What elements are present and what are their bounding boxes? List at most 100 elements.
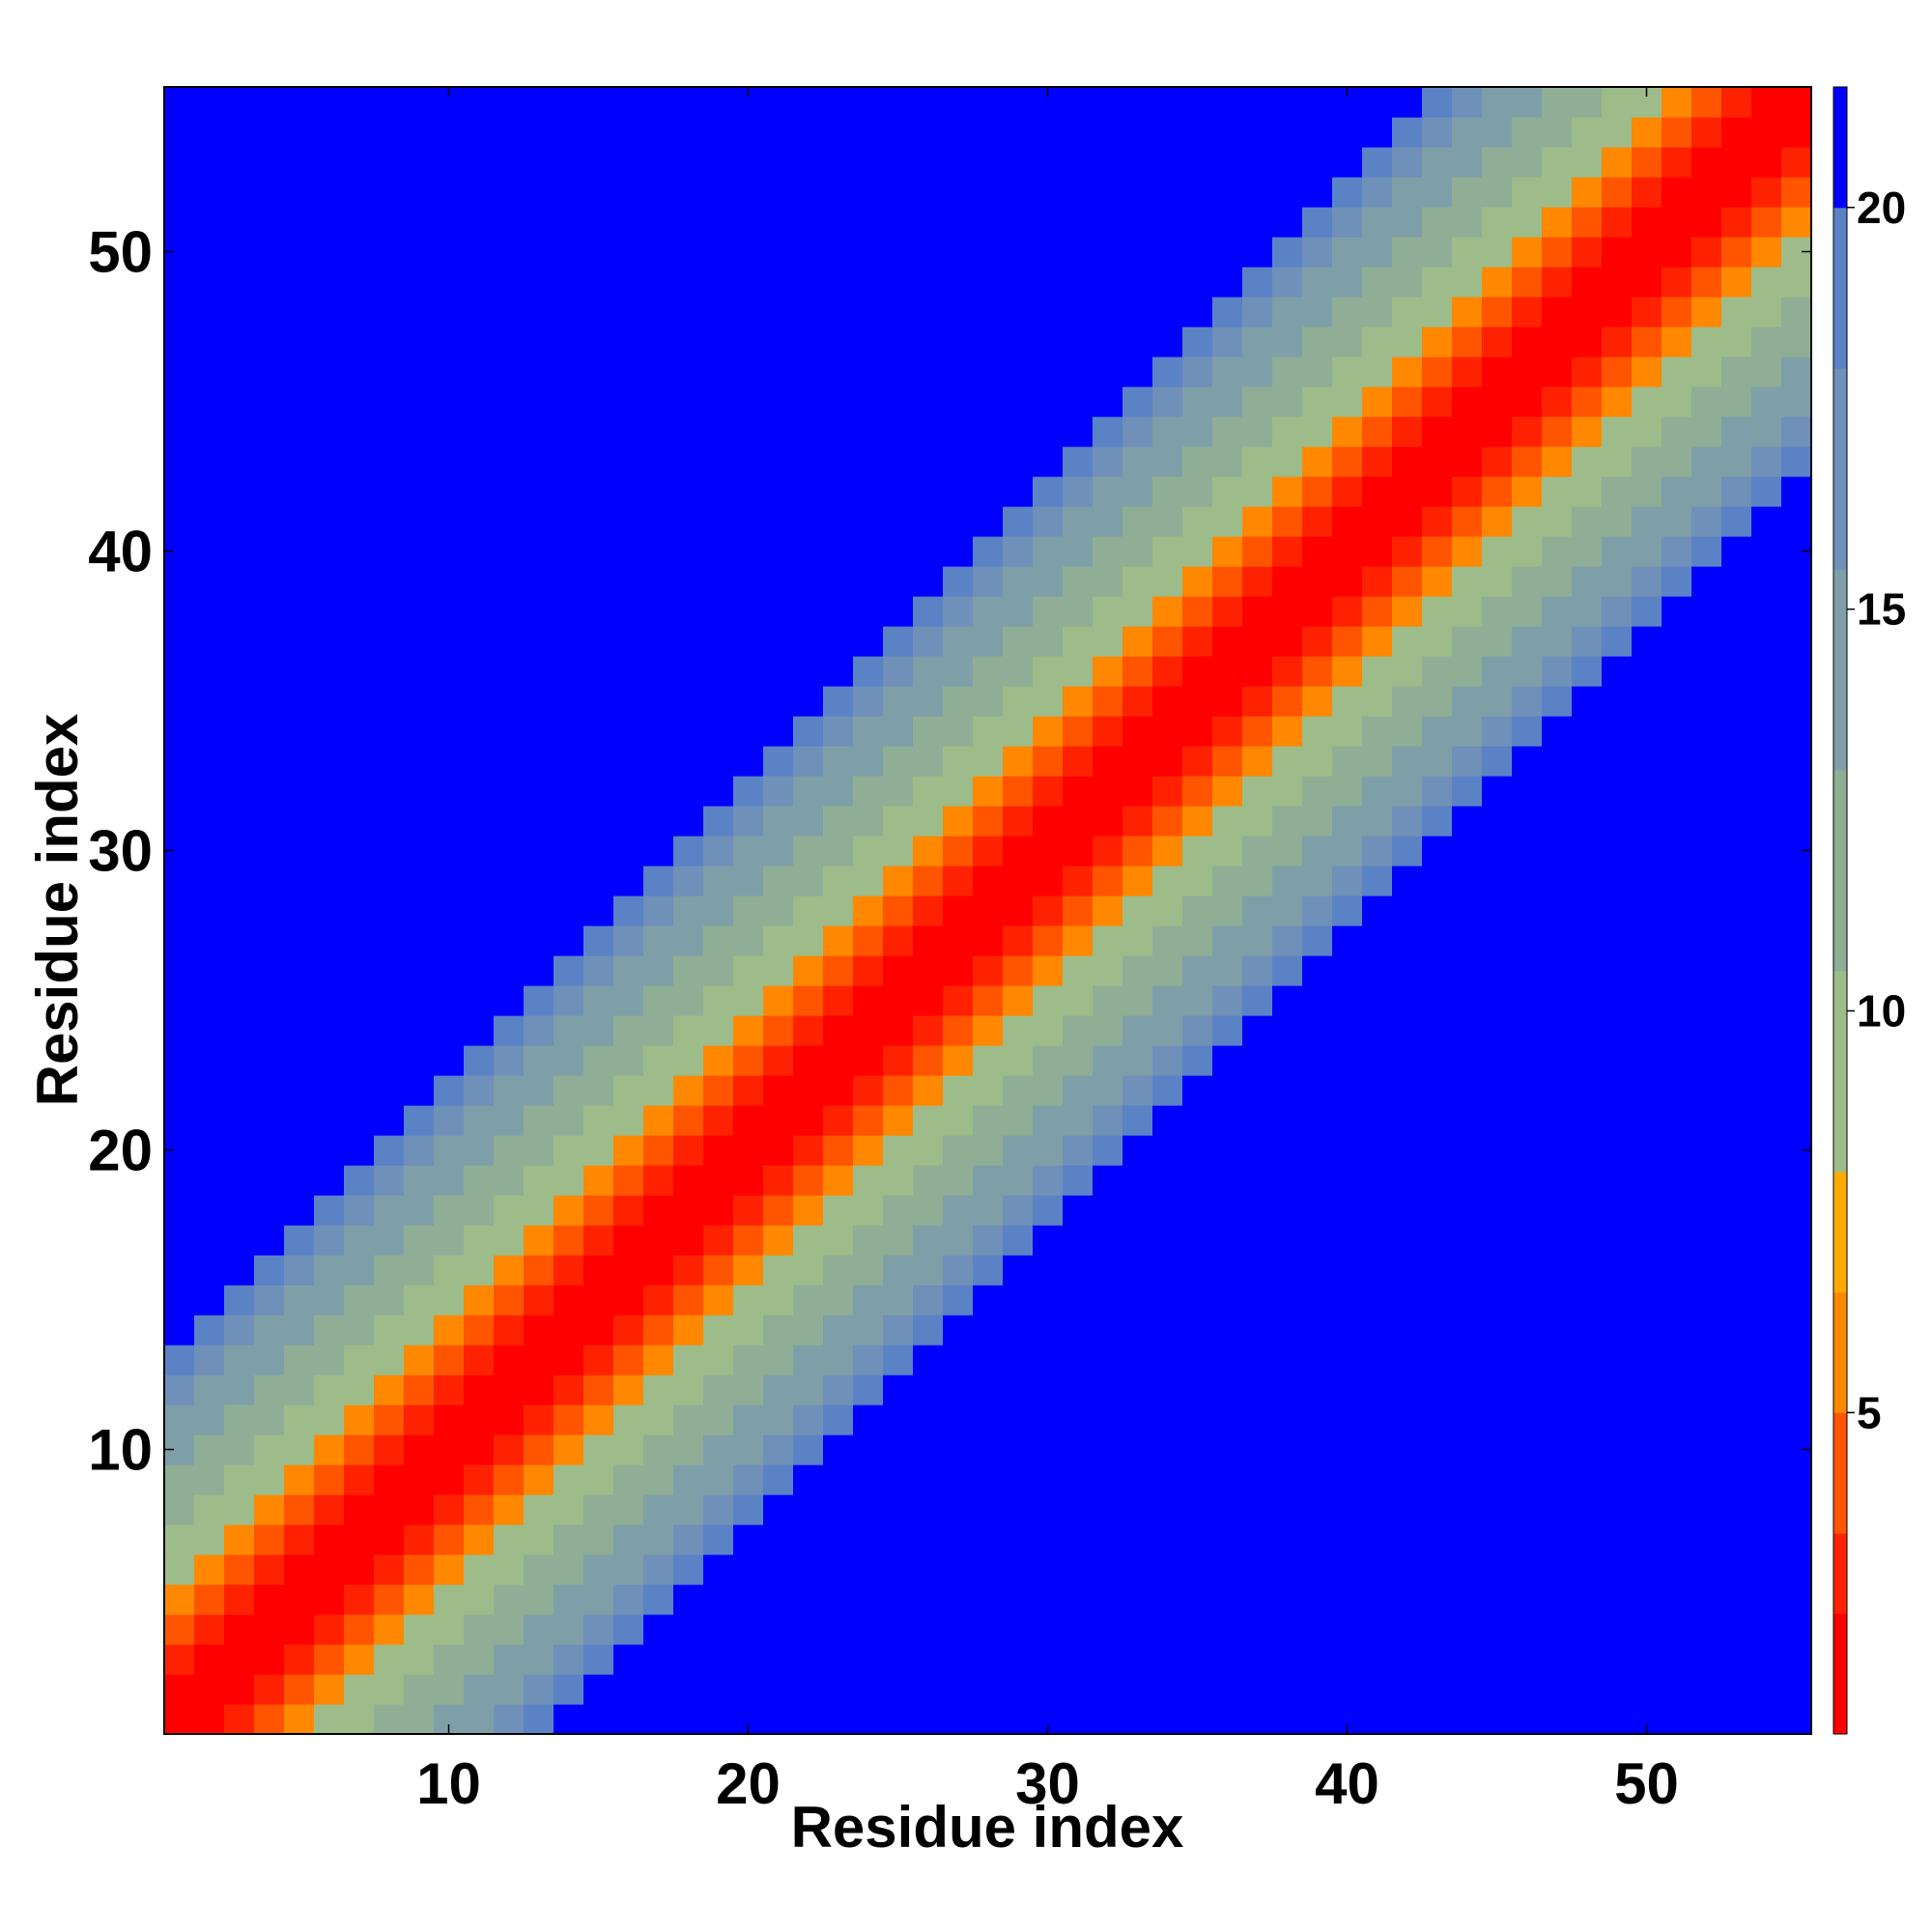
heatmap-cell — [853, 1255, 884, 1286]
heatmap-cell — [164, 925, 195, 956]
heatmap-cell — [1781, 1584, 1812, 1615]
heatmap-cell — [164, 1405, 195, 1435]
heatmap-cell — [763, 1584, 794, 1615]
heatmap-cell — [1662, 327, 1692, 357]
heatmap-cell — [1362, 1614, 1393, 1645]
heatmap-cell — [583, 656, 614, 687]
heatmap-cell — [1212, 1285, 1243, 1316]
heatmap-cell — [703, 1105, 734, 1136]
heatmap-cell — [374, 327, 405, 357]
heatmap-cell — [1781, 177, 1812, 208]
heatmap-cell — [494, 446, 525, 477]
heatmap-cell — [1182, 836, 1213, 867]
heatmap-cell — [464, 925, 495, 956]
heatmap-cell — [1272, 1494, 1303, 1525]
heatmap-cell — [1721, 87, 1752, 118]
heatmap-cell — [1392, 1375, 1423, 1406]
heatmap-cell — [853, 1435, 884, 1465]
heatmap-cell — [1362, 1015, 1393, 1046]
heatmap-cell — [1691, 1045, 1722, 1076]
heatmap-cell — [1362, 446, 1393, 477]
heatmap-cell — [1662, 1554, 1692, 1585]
heatmap-cell — [464, 327, 495, 357]
heatmap-cell — [1182, 147, 1213, 178]
x-tick-label: 10 — [416, 1751, 481, 1816]
heatmap-cell — [1662, 836, 1692, 867]
heatmap-cell — [583, 1704, 614, 1735]
heatmap-cell — [1332, 207, 1363, 238]
heatmap-cell — [1212, 536, 1243, 567]
heatmap-cell — [583, 1494, 614, 1525]
heatmap-cell — [1392, 267, 1423, 298]
heatmap-cell — [1152, 656, 1183, 687]
heatmap-cell — [823, 506, 854, 537]
heatmap-cell — [494, 147, 525, 178]
heatmap-cell — [1572, 536, 1603, 567]
heatmap-cell — [1691, 446, 1722, 477]
heatmap-cell — [883, 596, 914, 627]
heatmap-cell — [703, 1375, 734, 1406]
heatmap-cell — [374, 386, 405, 417]
heatmap-cell — [1721, 1255, 1752, 1286]
heatmap-cell — [763, 985, 794, 1016]
heatmap-cell — [344, 1195, 375, 1226]
heatmap-cell — [1632, 1405, 1662, 1435]
heatmap-cell — [973, 566, 1004, 597]
heatmap-cell — [733, 327, 764, 357]
heatmap-cell — [284, 1614, 315, 1645]
heatmap-cell — [1542, 596, 1573, 627]
heatmap-cell — [1632, 746, 1662, 777]
heatmap-cell — [464, 746, 495, 777]
heatmap-cell — [194, 1405, 225, 1435]
heatmap-cell — [1751, 1524, 1782, 1555]
heatmap-cell — [1302, 1704, 1333, 1735]
heatmap-cell — [1512, 1435, 1543, 1465]
heatmap-cell — [613, 87, 644, 118]
heatmap-cell — [374, 596, 405, 627]
heatmap-cell — [1662, 1614, 1692, 1645]
heatmap-cell — [1482, 776, 1513, 807]
heatmap-cell — [643, 1644, 674, 1675]
heatmap-cell — [703, 237, 734, 268]
heatmap-cell — [1093, 207, 1123, 238]
heatmap-cell — [284, 1464, 315, 1495]
heatmap-cell — [374, 566, 405, 597]
heatmap-cell — [1302, 836, 1333, 867]
heatmap-cell — [1272, 866, 1303, 896]
heatmap-cell — [1093, 836, 1123, 867]
heatmap-cell — [404, 1105, 435, 1136]
heatmap-cell — [1452, 566, 1483, 597]
heatmap-cell — [374, 1045, 405, 1076]
heatmap-cell — [763, 1644, 794, 1675]
heatmap-cell — [1272, 1315, 1303, 1346]
heatmap-cell — [943, 87, 974, 118]
heatmap-cell — [1751, 1315, 1782, 1346]
heatmap-cell — [1182, 686, 1213, 717]
heatmap-cell — [943, 1494, 974, 1525]
heatmap-cell — [1003, 1524, 1034, 1555]
heatmap-cell — [374, 1285, 405, 1316]
heatmap-cell — [613, 1375, 644, 1406]
heatmap-cell — [733, 746, 764, 777]
heatmap-cell — [1152, 237, 1183, 268]
heatmap-cell — [374, 1345, 405, 1376]
heatmap-cell — [464, 955, 495, 986]
heatmap-cell — [1721, 746, 1752, 777]
heatmap-cell — [673, 955, 704, 986]
heatmap-cell — [524, 1674, 554, 1705]
heatmap-cell — [673, 87, 704, 118]
heatmap-cell — [1512, 1375, 1543, 1406]
colorbar-tick-label: 20 — [1857, 183, 1906, 233]
heatmap-cell — [1542, 656, 1573, 687]
heatmap-cell — [1212, 1524, 1243, 1555]
heatmap-cell — [583, 1554, 614, 1585]
heatmap-cell — [224, 1075, 255, 1106]
heatmap-cell — [1332, 1644, 1363, 1675]
heatmap-cell — [643, 1255, 674, 1286]
heatmap-cell — [224, 776, 255, 807]
heatmap-cell — [1751, 1614, 1782, 1645]
heatmap-cell — [524, 1584, 554, 1615]
heatmap-cell — [613, 716, 644, 747]
heatmap-cell — [1602, 566, 1633, 597]
heatmap-cell — [1721, 1554, 1752, 1585]
